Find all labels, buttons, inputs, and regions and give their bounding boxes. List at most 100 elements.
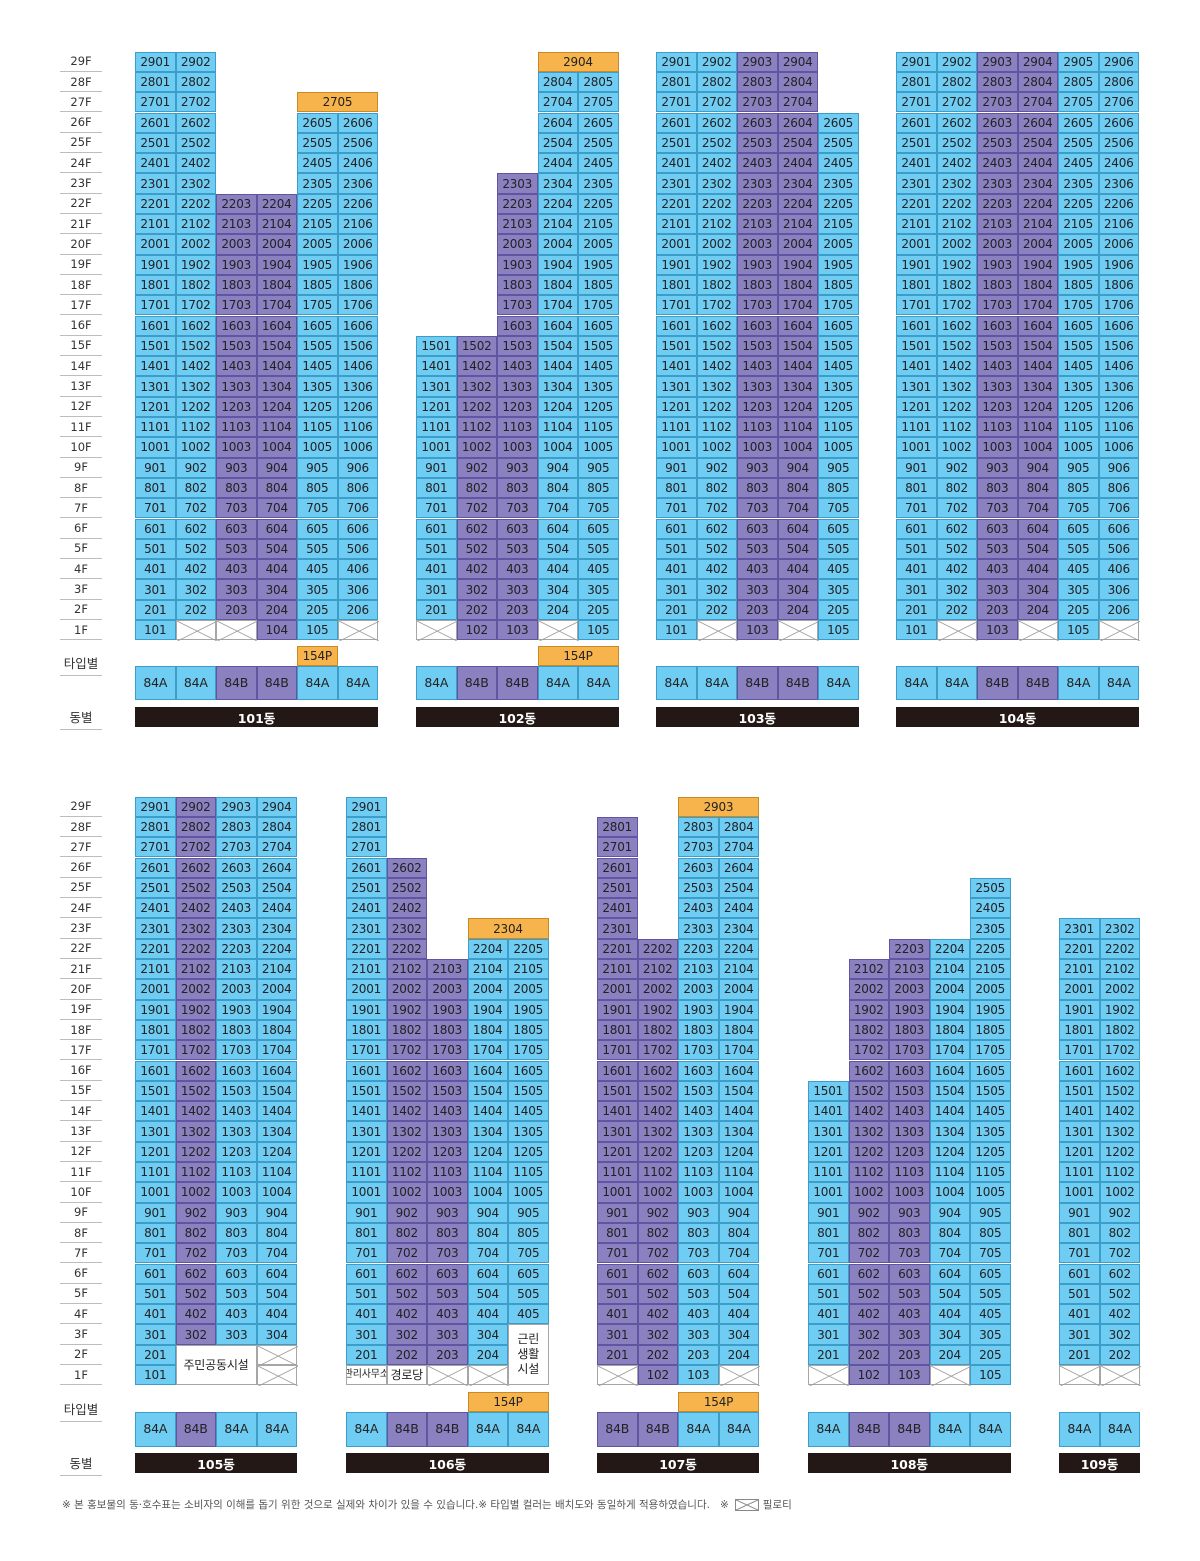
- unit-cell[interactable]: 2603: [737, 112, 778, 133]
- unit-cell[interactable]: 203: [889, 1344, 930, 1365]
- unit-cell[interactable]: 2706: [1098, 92, 1139, 113]
- unit-cell[interactable]: 303: [678, 1324, 719, 1345]
- unit-cell[interactable]: 204: [256, 599, 297, 620]
- unit-cell[interactable]: 2006: [1098, 234, 1139, 255]
- unit-cell[interactable]: 205: [970, 1344, 1011, 1365]
- unit-cell[interactable]: 105: [818, 620, 859, 641]
- unit-cell[interactable]: 1203: [427, 1141, 468, 1162]
- unit-cell[interactable]: 2501: [597, 877, 638, 899]
- unit-cell[interactable]: 901: [1059, 1202, 1100, 1223]
- unit-cell[interactable]: 903: [678, 1202, 719, 1223]
- unit-cell[interactable]: 202: [637, 1344, 678, 1365]
- unit-cell[interactable]: 1203: [216, 1141, 257, 1162]
- unit-cell[interactable]: 2105: [1058, 214, 1099, 235]
- unit-cell[interactable]: 1204: [467, 1141, 508, 1162]
- unit-cell[interactable]: 1203: [889, 1141, 930, 1162]
- unit-cell[interactable]: 2505: [578, 132, 619, 154]
- unit-cell[interactable]: 301: [346, 1324, 387, 1345]
- unit-cell[interactable]: 101: [896, 620, 937, 641]
- unit-cell[interactable]: 1503: [737, 335, 778, 357]
- unit-cell[interactable]: 2203: [678, 938, 719, 959]
- unit-cell[interactable]: 1503: [216, 335, 257, 357]
- unit-cell[interactable]: 1404: [777, 356, 818, 377]
- unit-cell[interactable]: 1901: [346, 999, 387, 1020]
- unit-cell[interactable]: 1902: [386, 999, 427, 1020]
- unit-cell[interactable]: 2104: [929, 959, 970, 980]
- unit-cell[interactable]: 402: [386, 1304, 427, 1325]
- unit-cell[interactable]: 2201: [896, 193, 937, 214]
- unit-cell[interactable]: 802: [386, 1222, 427, 1244]
- unit-cell[interactable]: 603: [977, 518, 1018, 539]
- unit-cell[interactable]: 1602: [175, 1060, 216, 1081]
- unit-cell[interactable]: 1201: [808, 1141, 849, 1162]
- unit-cell[interactable]: 1705: [578, 295, 619, 316]
- unit-cell[interactable]: 304: [537, 579, 578, 600]
- unit-cell[interactable]: 1103: [678, 1162, 719, 1183]
- unit-cell[interactable]: 1504: [256, 335, 297, 357]
- unit-cell[interactable]: 1005: [297, 437, 338, 458]
- unit-cell[interactable]: 1704: [537, 295, 578, 316]
- unit-cell[interactable]: 904: [537, 457, 578, 478]
- unit-cell[interactable]: 2002: [696, 234, 737, 255]
- unit-cell[interactable]: 1501: [896, 335, 937, 357]
- unit-cell[interactable]: 2505: [818, 132, 859, 154]
- unit-cell[interactable]: 505: [1058, 538, 1099, 560]
- unit-cell[interactable]: 705: [297, 498, 338, 519]
- unit-cell[interactable]: 1903: [216, 254, 257, 275]
- unit-cell[interactable]: 405: [1058, 559, 1099, 580]
- unit-cell[interactable]: 2106: [1098, 214, 1139, 235]
- unit-cell[interactable]: 2604: [777, 112, 818, 133]
- unit-cell[interactable]: 1904: [929, 999, 970, 1020]
- unit-cell[interactable]: 2104: [777, 214, 818, 235]
- unit-cell[interactable]: 1403: [497, 356, 538, 377]
- unit-cell[interactable]: 905: [578, 457, 619, 478]
- unit-cell[interactable]: 1203: [977, 396, 1018, 417]
- unit-cell[interactable]: 1903: [216, 999, 257, 1020]
- unit-cell[interactable]: 204: [537, 599, 578, 620]
- unit-cell[interactable]: 1901: [656, 254, 697, 275]
- unit-cell[interactable]: 2901: [135, 796, 176, 817]
- unit-cell[interactable]: 302: [936, 579, 977, 600]
- unit-cell[interactable]: 502: [175, 1283, 216, 1305]
- unit-cell[interactable]: 1805: [297, 274, 338, 296]
- unit-cell[interactable]: 804: [929, 1222, 970, 1244]
- unit-cell[interactable]: 1702: [175, 295, 216, 316]
- unit-cell[interactable]: 1703: [497, 295, 538, 316]
- unit-cell[interactable]: 602: [936, 518, 977, 539]
- unit-cell[interactable]: 304: [1017, 579, 1058, 600]
- unit-cell[interactable]: 1702: [175, 1040, 216, 1061]
- unit-cell[interactable]: 803: [427, 1222, 468, 1244]
- unit-cell[interactable]: 1702: [1099, 1040, 1140, 1061]
- unit-cell[interactable]: 2303: [678, 918, 719, 939]
- unit-cell[interactable]: 2204: [467, 938, 508, 959]
- unit-cell[interactable]: 2306: [1098, 173, 1139, 194]
- unit-cell[interactable]: 2404: [718, 898, 759, 919]
- penthouse-cell[interactable]: 2304: [467, 918, 549, 939]
- unit-cell[interactable]: 603: [497, 518, 538, 539]
- unit-cell[interactable]: 2203: [497, 193, 538, 214]
- unit-cell[interactable]: 1705: [970, 1040, 1011, 1061]
- unit-cell[interactable]: 1301: [1059, 1121, 1100, 1142]
- unit-cell[interactable]: 1803: [497, 274, 538, 296]
- unit-cell[interactable]: 205: [818, 599, 859, 620]
- unit-cell[interactable]: 602: [848, 1263, 889, 1284]
- unit-cell[interactable]: 1804: [256, 274, 297, 296]
- unit-cell[interactable]: 2305: [297, 173, 338, 194]
- unit-cell[interactable]: 2602: [175, 112, 216, 133]
- unit-cell[interactable]: 2201: [135, 938, 176, 959]
- unit-cell[interactable]: 1404: [256, 1101, 297, 1122]
- unit-cell[interactable]: 1401: [808, 1101, 849, 1122]
- unit-cell[interactable]: 1205: [818, 396, 859, 417]
- unit-cell[interactable]: 701: [808, 1243, 849, 1264]
- unit-cell[interactable]: 1204: [1017, 396, 1058, 417]
- unit-cell[interactable]: 204: [929, 1344, 970, 1365]
- unit-cell[interactable]: 2305: [970, 918, 1011, 939]
- unit-cell[interactable]: 2304: [777, 173, 818, 194]
- unit-cell[interactable]: 1503: [497, 335, 538, 357]
- unit-cell[interactable]: 1605: [578, 315, 619, 336]
- unit-cell[interactable]: 2605: [1058, 112, 1099, 133]
- unit-cell[interactable]: 2102: [175, 959, 216, 980]
- unit-cell[interactable]: 704: [1017, 498, 1058, 519]
- unit-cell[interactable]: 2102: [848, 959, 889, 980]
- unit-cell[interactable]: 705: [508, 1243, 549, 1264]
